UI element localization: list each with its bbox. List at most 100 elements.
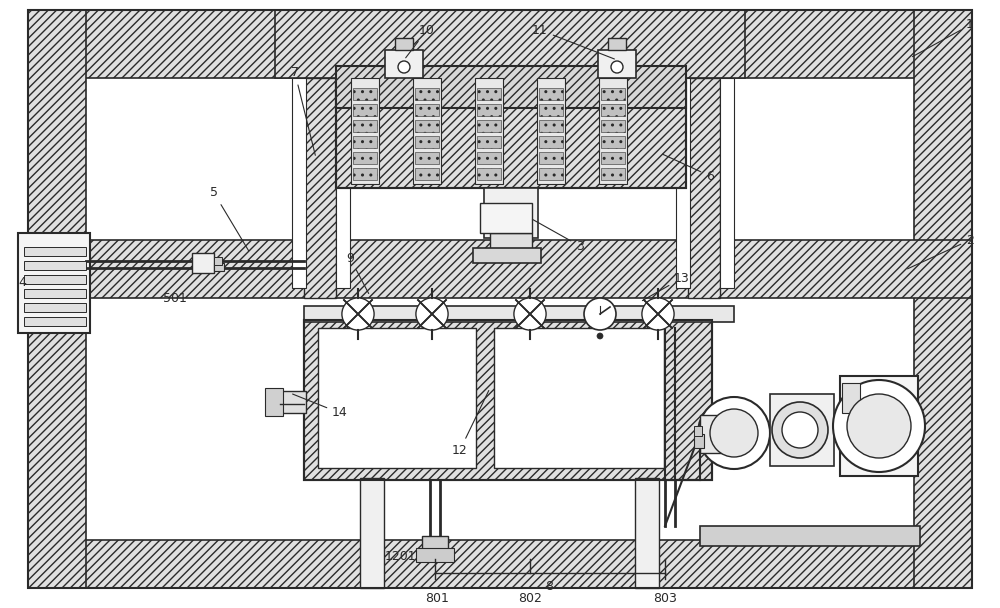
Bar [490,233,532,258]
Text: 1: 1 [912,18,974,57]
Bar [292,78,306,288]
Bar [275,10,745,78]
Text: 4: 4 [18,277,26,289]
Circle shape [847,394,911,458]
Bar [601,136,625,148]
Bar [353,120,377,132]
Text: 7: 7 [291,66,315,155]
Bar [601,88,625,100]
Bar [413,78,441,184]
Bar [385,50,423,78]
Bar [24,289,86,298]
Bar [24,303,86,312]
Bar [598,50,636,78]
Bar [304,320,712,480]
Bar [770,394,834,466]
Bar [700,415,734,453]
Bar [336,78,686,188]
Bar [475,78,503,184]
Text: 1201: 1201 [384,550,416,562]
Bar [24,275,86,284]
Bar [477,88,501,100]
Bar [415,136,439,148]
Text: 12: 12 [452,390,489,457]
Bar [416,548,454,562]
Bar [608,38,626,50]
Text: 6: 6 [663,154,714,182]
Bar [280,391,306,413]
Bar [336,78,350,288]
Bar [28,540,972,588]
Bar [539,136,563,148]
Circle shape [642,298,674,330]
Bar [24,247,86,256]
Bar [214,257,222,265]
Bar [477,136,501,148]
Bar [601,104,625,116]
Text: 5: 5 [210,187,249,250]
Bar [265,388,283,416]
Bar [840,376,918,476]
Bar [539,88,563,100]
Bar [422,536,448,550]
Bar [28,240,972,298]
Circle shape [416,298,448,330]
Circle shape [772,402,828,458]
Bar [539,168,563,180]
Bar [353,104,377,116]
Bar [192,253,214,273]
Bar [539,120,563,132]
Text: 13: 13 [642,272,690,300]
Bar [635,478,659,588]
Circle shape [584,298,616,330]
Bar [214,263,224,271]
Bar [842,383,860,413]
Bar [336,66,686,108]
Circle shape [698,397,770,469]
Bar [28,10,972,78]
Bar [720,78,734,288]
Bar [24,317,86,326]
Bar [415,104,439,116]
Bar [484,188,538,238]
Bar [395,38,413,50]
Text: 10: 10 [406,24,435,58]
Bar [539,104,563,116]
Bar [304,78,336,298]
Bar [415,152,439,164]
Bar [24,261,86,270]
Circle shape [342,298,374,330]
Bar [353,168,377,180]
Bar [688,78,720,298]
Text: 3: 3 [532,219,584,252]
Bar [601,120,625,132]
Bar [537,78,565,184]
Circle shape [514,298,546,330]
Bar [480,203,532,233]
Bar [599,78,627,184]
Circle shape [833,380,925,472]
Bar [360,478,384,588]
Bar [694,434,704,448]
Text: 9: 9 [346,252,369,294]
Bar [18,233,90,333]
Bar [477,152,501,164]
Bar [28,10,86,588]
Bar [415,88,439,100]
Bar [914,10,972,588]
Bar [676,78,690,288]
Bar [700,526,920,546]
Text: 8: 8 [545,579,553,593]
Text: 2: 2 [908,233,974,269]
Bar [415,120,439,132]
Bar [477,120,501,132]
Bar [473,248,541,263]
Bar [494,328,664,468]
Bar [304,320,712,480]
Text: 803: 803 [653,592,677,604]
Bar [351,78,379,184]
Bar [353,88,377,100]
Circle shape [782,412,818,448]
Bar [415,168,439,180]
Bar [539,152,563,164]
